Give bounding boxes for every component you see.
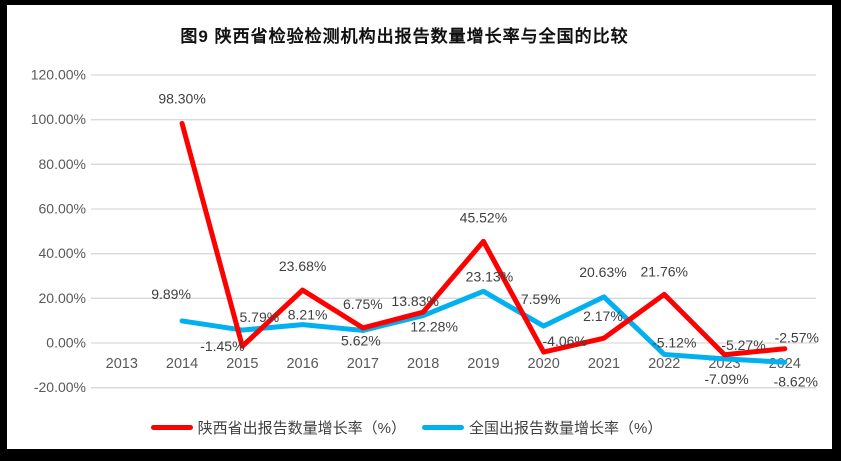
data-label: 45.52% xyxy=(460,209,507,225)
x-axis-tick-label: 2018 xyxy=(407,356,439,372)
legend-line-swatch-shaanxi xyxy=(150,424,193,430)
data-label: 21.76% xyxy=(640,263,687,279)
data-label: 2.17% xyxy=(583,308,623,324)
y-axis-tick-label: 100.00% xyxy=(31,111,86,127)
data-label: 13.83% xyxy=(391,293,438,309)
legend-line-swatch-national xyxy=(422,424,464,430)
data-label: 98.30% xyxy=(158,90,205,106)
chart-canvas: 图9 陕西省检验检测机构出报告数量增长率与全国的比较 120.00% 100.00… xyxy=(7,5,832,449)
x-axis-tick-label: 2016 xyxy=(286,356,318,372)
data-label: -7.09% xyxy=(704,371,748,387)
data-label: -2.57% xyxy=(775,330,819,346)
y-axis-tick-label: -20.00% xyxy=(34,379,86,395)
legend-item-national: 全国出报告数量增长率（%） xyxy=(422,417,662,438)
x-axis-tick-label: 2020 xyxy=(528,356,560,372)
data-label: -5.12% xyxy=(652,334,696,350)
series-line xyxy=(179,120,788,358)
data-label: 5.62% xyxy=(341,332,381,348)
legend-item-shaanxi: 陕西省出报告数量增长率（%） xyxy=(150,417,406,438)
data-label: 23.13% xyxy=(466,268,513,284)
x-axis-tick-label: 2015 xyxy=(226,356,258,372)
data-label: 20.63% xyxy=(579,264,626,280)
y-axis-tick-label: 20.00% xyxy=(39,290,86,306)
data-label: 7.59% xyxy=(521,291,561,307)
y-axis-tick-label: 120.00% xyxy=(31,67,86,83)
y-axis-tick-label: 80.00% xyxy=(39,156,86,172)
x-axis-tick-label: 2021 xyxy=(588,356,620,372)
data-label: -8.62% xyxy=(774,373,818,389)
legend-label-shaanxi: 陕西省出报告数量增长率（%） xyxy=(197,419,406,437)
data-label: 8.21% xyxy=(288,307,328,323)
legend-label-national: 全国出报告数量增长率（%） xyxy=(469,419,663,437)
x-axis-tick-label: 2022 xyxy=(648,356,680,372)
x-axis-tick-label: 2017 xyxy=(347,356,379,372)
series-line xyxy=(179,288,788,365)
data-label: 6.75% xyxy=(343,296,383,312)
data-label: -1.45% xyxy=(200,338,244,354)
data-label: -4.06% xyxy=(543,333,587,349)
data-label: 12.28% xyxy=(410,319,457,335)
x-axis-tick-label: 2019 xyxy=(467,356,499,372)
data-label: 5.79% xyxy=(239,309,279,325)
data-label: -5.27% xyxy=(721,337,765,353)
y-axis-tick-label: 0.00% xyxy=(46,335,86,351)
chart-title: 图9 陕西省检验检测机构出报告数量增长率与全国的比较 xyxy=(180,27,629,46)
line-chart-plot: 120.00% 100.00% 80.00% 60.00% 40.00% 20.00% 0.… xyxy=(31,67,819,396)
y-axis-tick-label: 60.00% xyxy=(39,201,86,217)
x-axis-tick-label: 2013 xyxy=(106,356,138,372)
chart-legend: 陕西省出报告数量增长率（%） 全国出报告数量增长率（%） xyxy=(7,416,832,438)
y-axis-tick-label: 40.00% xyxy=(39,245,86,261)
data-label: 23.68% xyxy=(279,258,326,274)
data-label: 9.89% xyxy=(151,286,191,302)
x-axis-tick-label: 2014 xyxy=(166,356,198,372)
